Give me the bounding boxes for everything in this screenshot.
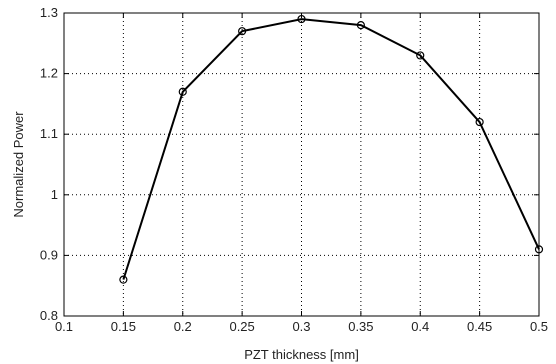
x-tick-label: 0.1: [55, 319, 73, 334]
y-tick-label: 1.3: [40, 5, 58, 20]
data-point: [178, 87, 187, 96]
x-tick-label: 0.2: [174, 319, 192, 334]
x-tick-label: 0.3: [292, 319, 310, 334]
y-tick-label: 1.2: [40, 66, 58, 81]
x-tick-labels: 0.1 0.15 0.2 0.25 0.3 0.35 0.4 0.45 0.5: [55, 319, 548, 334]
x-tick-label: 0.4: [411, 319, 429, 334]
x-axis-label: PZT thickness [mm]: [244, 347, 359, 362]
data-point: [119, 275, 128, 284]
y-tick-label: 1.1: [40, 126, 58, 141]
axis-ticks: [63, 12, 540, 317]
data-point: [475, 117, 484, 127]
data-point: [416, 51, 425, 60]
y-tick-label: 0.9: [40, 247, 58, 262]
plot-frame: [63, 12, 540, 317]
y-tick-label: 0.8: [40, 308, 58, 323]
x-tick-label: 0.45: [467, 319, 492, 334]
data-point: [356, 21, 365, 30]
series-line: [122, 18, 540, 280]
y-tick-label: 1: [51, 187, 58, 202]
data-point: [238, 27, 247, 36]
x-tick-label: 0.15: [111, 319, 136, 334]
y-tick-labels: 0.8 0.9 1 1.1 1.2 1.3: [40, 5, 58, 323]
y-axis-label: Normalized Power: [11, 111, 26, 218]
x-tick-label: 0.5: [530, 319, 548, 334]
data-point: [534, 245, 544, 254]
data-series: [119, 14, 544, 284]
x-tick-label: 0.35: [348, 319, 373, 334]
grid-lines: [64, 13, 539, 316]
data-point: [297, 14, 306, 24]
x-tick-label: 0.25: [229, 319, 254, 334]
